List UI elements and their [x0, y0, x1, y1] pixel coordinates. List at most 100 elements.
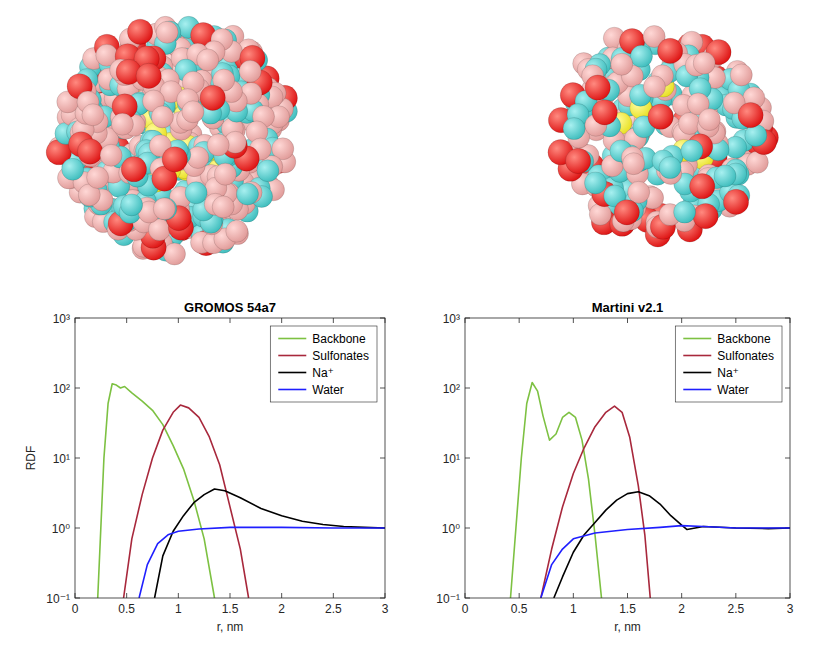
x-tick [735, 593, 736, 598]
x-tick-top [230, 318, 231, 323]
x-axis-title: r, nm [614, 620, 641, 634]
x-tick-label: 1.5 [619, 602, 636, 616]
y-tick-label: 10³ [443, 312, 460, 326]
series-line [511, 382, 602, 598]
x-tick-label: 2 [678, 602, 685, 616]
atom-sphere [156, 21, 178, 43]
x-axis-title: r, nm [217, 620, 244, 634]
atom-sphere [111, 113, 133, 135]
y-tick-label: 10⁻¹ [46, 592, 70, 606]
legend-swatch [683, 355, 711, 357]
x-tick-label: 2 [278, 602, 285, 616]
micelle-rendering [548, 26, 779, 248]
x-tick [333, 593, 334, 598]
legend-swatch [278, 355, 306, 357]
x-tick-label: 0 [462, 602, 469, 616]
x-tick-label: 0.5 [118, 602, 135, 616]
y-tick [465, 458, 470, 459]
atom-sphere [62, 158, 84, 180]
legend-box [270, 326, 377, 402]
x-tick-label: 2.5 [727, 602, 744, 616]
plot-frame [465, 318, 790, 598]
atom-sphere [214, 163, 236, 185]
atom-sphere [207, 134, 229, 156]
atom-sphere [730, 64, 752, 86]
atom-sphere [226, 220, 248, 242]
atom-sphere [643, 76, 665, 98]
y-tick [75, 528, 80, 529]
atom-sphere [87, 167, 109, 189]
atom-sphere [693, 52, 715, 74]
atom-sphere [127, 19, 152, 44]
plot-background [465, 318, 790, 598]
series-line [124, 405, 249, 598]
x-tick [627, 593, 628, 598]
atom-sphere [212, 196, 234, 218]
atom-sphere [151, 106, 173, 128]
x-tick-label: 3 [787, 602, 794, 616]
atom-sphere [121, 157, 146, 182]
y-tick-label: 10⁰ [52, 522, 70, 536]
atom-sphere [585, 75, 610, 100]
atom-sphere [674, 201, 696, 223]
atom-sphere [197, 49, 219, 71]
atom-sphere [679, 113, 701, 135]
x-tick-top [333, 318, 334, 323]
atom-sphere [693, 203, 718, 228]
legend-swatch [278, 389, 306, 391]
x-tick-top [281, 318, 282, 323]
y-tick-label: 10⁻¹ [436, 592, 460, 606]
atom-sphere [164, 243, 186, 265]
x-tick [230, 593, 231, 598]
y-tick-right [380, 458, 385, 459]
atom-sphere [723, 189, 748, 214]
series-line [139, 527, 385, 598]
x-tick [281, 593, 282, 598]
x-tick [573, 593, 574, 598]
atom-sphere [200, 85, 225, 110]
atom-sphere [648, 104, 673, 129]
x-tick-top [627, 318, 628, 323]
x-tick-top [519, 318, 520, 323]
atom-sphere [614, 200, 639, 225]
atom-sphere [690, 174, 715, 199]
y-axis-title: RDF [24, 446, 38, 471]
y-tick-right [785, 388, 790, 389]
atom-sphere [714, 165, 736, 187]
chart-panel: 00.511.522.5310⁻¹10⁰10¹10²10³GROMOS 54a7… [24, 300, 389, 634]
y-tick-label: 10⁰ [442, 522, 460, 536]
plot-frame [75, 318, 385, 598]
legend-swatch [278, 372, 306, 374]
atom-sphere [162, 147, 187, 172]
y-tick-right [785, 458, 790, 459]
atom-sphere [738, 102, 763, 127]
legend: BackboneSulfonatesNa⁺Water [270, 326, 377, 402]
series-line [541, 406, 650, 598]
y-tick [75, 458, 80, 459]
atom-sphere [681, 140, 703, 162]
legend-label: Sulfonates [312, 349, 369, 363]
atom-sphere [623, 153, 645, 175]
x-tick [519, 593, 520, 598]
legend-swatch [683, 372, 711, 374]
atom-sphere [563, 118, 585, 140]
legend-label: Water [717, 383, 749, 397]
chart-title: GROMOS 54a7 [184, 300, 276, 315]
legend-swatch [683, 338, 711, 340]
series-group [511, 382, 791, 598]
x-tick-top [573, 318, 574, 323]
plot-background [75, 318, 385, 598]
series-line [155, 489, 385, 598]
y-tick [465, 528, 470, 529]
atom-sphere [100, 144, 122, 166]
atom-sphere [631, 45, 653, 67]
legend-box [675, 326, 782, 402]
atom-sphere [82, 104, 104, 126]
atom-sphere [698, 109, 720, 131]
x-tick-label: 0.5 [511, 602, 528, 616]
legend-label: Sulfonates [717, 349, 774, 363]
micelle-rendering [46, 16, 297, 265]
atom-sphere [136, 63, 161, 88]
x-tick [126, 593, 127, 598]
atom-sphere [185, 182, 207, 204]
